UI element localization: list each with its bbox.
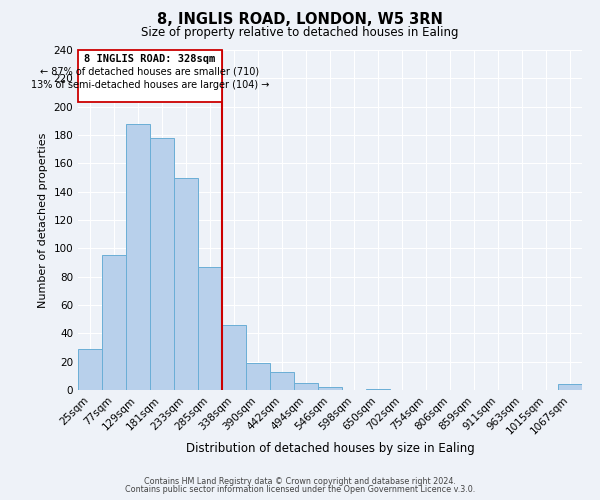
Bar <box>78 349 102 390</box>
Bar <box>270 372 294 390</box>
Text: Size of property relative to detached houses in Ealing: Size of property relative to detached ho… <box>141 26 459 39</box>
Text: 8, INGLIS ROAD, LONDON, W5 3RN: 8, INGLIS ROAD, LONDON, W5 3RN <box>157 12 443 28</box>
Bar <box>78 50 222 102</box>
Bar <box>222 325 246 390</box>
Y-axis label: Number of detached properties: Number of detached properties <box>38 132 48 308</box>
Bar <box>150 138 174 390</box>
Bar <box>102 256 126 390</box>
Bar <box>318 387 342 390</box>
X-axis label: Distribution of detached houses by size in Ealing: Distribution of detached houses by size … <box>185 442 475 455</box>
Bar <box>174 178 198 390</box>
Bar <box>558 384 582 390</box>
Bar <box>198 267 222 390</box>
Bar <box>126 124 150 390</box>
Bar <box>366 388 390 390</box>
Bar <box>294 383 318 390</box>
Bar <box>246 363 270 390</box>
Text: ← 87% of detached houses are smaller (710): ← 87% of detached houses are smaller (71… <box>40 67 260 77</box>
Text: Contains HM Land Registry data © Crown copyright and database right 2024.: Contains HM Land Registry data © Crown c… <box>144 477 456 486</box>
Text: 13% of semi-detached houses are larger (104) →: 13% of semi-detached houses are larger (… <box>31 80 269 90</box>
Text: 8 INGLIS ROAD: 328sqm: 8 INGLIS ROAD: 328sqm <box>85 54 215 64</box>
Text: Contains public sector information licensed under the Open Government Licence v.: Contains public sector information licen… <box>125 485 475 494</box>
